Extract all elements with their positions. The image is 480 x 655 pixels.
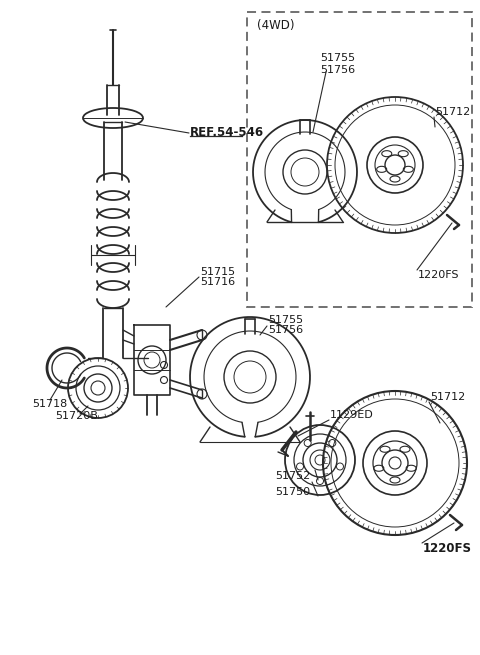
Text: 51755: 51755 [321, 53, 356, 63]
Text: 51712: 51712 [430, 392, 465, 402]
Text: 1220FS: 1220FS [418, 270, 459, 280]
Text: 51756: 51756 [321, 65, 356, 75]
Text: 51720B: 51720B [55, 411, 98, 421]
Text: 1220FS: 1220FS [423, 542, 472, 555]
Text: 51712: 51712 [435, 107, 470, 117]
Text: 51752: 51752 [275, 471, 310, 481]
Text: 51756: 51756 [268, 325, 303, 335]
Text: 51718: 51718 [32, 399, 67, 409]
Text: 51750: 51750 [275, 487, 310, 497]
Text: 51716: 51716 [200, 277, 235, 287]
Text: REF.54-546: REF.54-546 [190, 126, 264, 140]
Text: 51755: 51755 [268, 315, 303, 325]
Text: 1129ED: 1129ED [330, 410, 374, 420]
Bar [247, 12, 472, 307]
Text: 51715: 51715 [200, 267, 235, 277]
Text: (4WD): (4WD) [257, 18, 295, 31]
